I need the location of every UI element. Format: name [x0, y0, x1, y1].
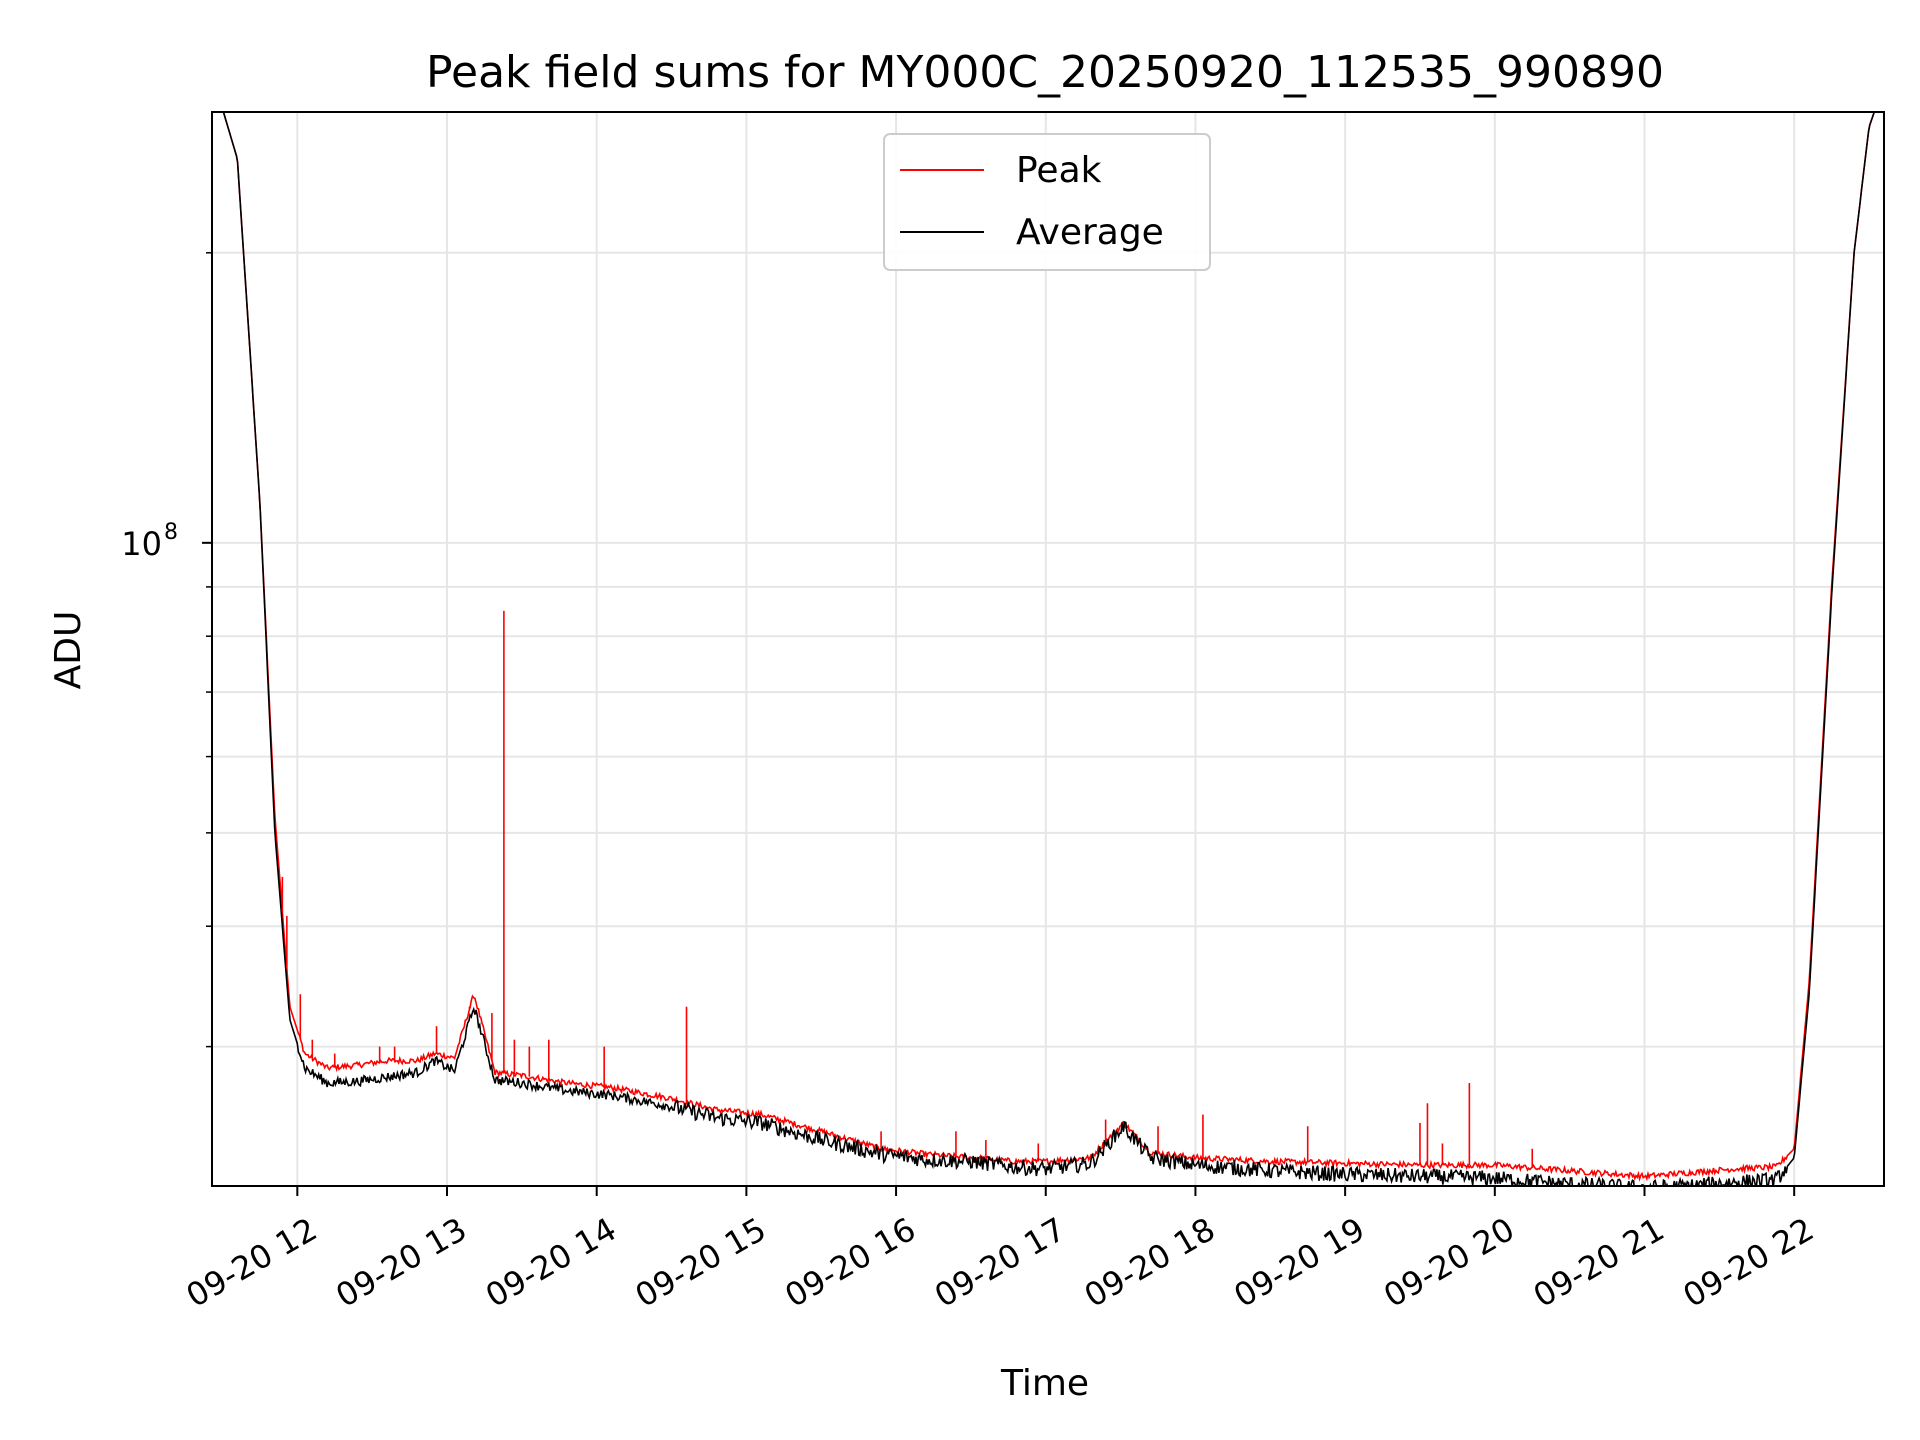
y-axis: 10 8	[121, 252, 212, 1048]
x-tick-label: 09-20 15	[629, 1210, 773, 1315]
x-tick-label: 09-20 17	[928, 1210, 1072, 1315]
x-axis: 09-20 12 09-20 13 09-20 14 09-20 15 09-20 16…	[180, 1186, 1820, 1315]
x-axis-label: Time	[1000, 1363, 1089, 1404]
y-tick-label: 10	[121, 525, 162, 563]
x-tick-label: 09-20 20	[1377, 1210, 1521, 1315]
series-layer	[222, 112, 1876, 1186]
series-line-average	[222, 112, 1876, 1186]
plot-frame	[211, 111, 1885, 1187]
legend-box	[883, 133, 1211, 271]
x-tick-label: 09-20 16	[778, 1210, 922, 1315]
legend: Peak Average	[883, 133, 1211, 271]
y-axis-label: ADU	[48, 611, 89, 690]
plot-area	[222, 112, 1876, 1186]
y-tick-exponent: 8	[164, 520, 178, 545]
x-tick-label: 09-20 12	[180, 1210, 324, 1315]
grid	[212, 112, 1884, 1186]
x-tick-label: 09-20 14	[479, 1210, 623, 1315]
chart-title: Peak field sums for MY000C_20250920_1125…	[426, 47, 1664, 98]
legend-label-average: Average	[1016, 212, 1164, 253]
x-tick-label: 09-20 22	[1677, 1210, 1821, 1315]
x-tick-label: 09-20 13	[329, 1210, 473, 1315]
legend-label-peak: Peak	[1016, 150, 1102, 191]
x-tick-label: 09-20 19	[1228, 1210, 1372, 1315]
x-tick-label: 09-20 21	[1527, 1210, 1671, 1315]
x-tick-label: 09-20 18	[1078, 1210, 1222, 1315]
